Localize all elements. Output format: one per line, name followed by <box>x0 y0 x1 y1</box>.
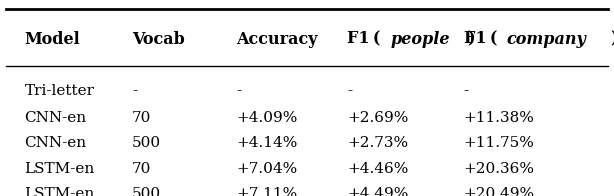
Text: +7.04%: +7.04% <box>236 162 298 176</box>
Text: company: company <box>507 31 586 48</box>
Text: ): ) <box>467 31 475 48</box>
Text: -: - <box>464 84 468 98</box>
Text: CNN-en: CNN-en <box>25 136 87 150</box>
Text: +11.38%: +11.38% <box>464 111 534 125</box>
Text: +4.46%: +4.46% <box>347 162 408 176</box>
Text: +20.36%: +20.36% <box>464 162 535 176</box>
Text: +4.14%: +4.14% <box>236 136 298 150</box>
Text: ): ) <box>610 31 614 48</box>
Text: +2.69%: +2.69% <box>347 111 408 125</box>
Text: +4.09%: +4.09% <box>236 111 298 125</box>
Text: Model: Model <box>25 31 80 48</box>
Text: -: - <box>236 84 241 98</box>
Text: +4.49%: +4.49% <box>347 187 408 196</box>
Text: LSTM-en: LSTM-en <box>25 187 95 196</box>
Text: +11.75%: +11.75% <box>464 136 534 150</box>
Text: Vocab: Vocab <box>132 31 185 48</box>
Text: CNN-en: CNN-en <box>25 111 87 125</box>
Text: F1 (: F1 ( <box>464 31 497 48</box>
Text: 70: 70 <box>132 162 152 176</box>
Text: people: people <box>390 31 449 48</box>
Text: 500: 500 <box>132 136 161 150</box>
Text: F1 (: F1 ( <box>347 31 381 48</box>
Text: Tri-letter: Tri-letter <box>25 84 95 98</box>
Text: +20.49%: +20.49% <box>464 187 535 196</box>
Text: 500: 500 <box>132 187 161 196</box>
Text: -: - <box>132 84 137 98</box>
Text: 70: 70 <box>132 111 152 125</box>
Text: Accuracy: Accuracy <box>236 31 318 48</box>
Text: +7.11%: +7.11% <box>236 187 298 196</box>
Text: -: - <box>347 84 352 98</box>
Text: LSTM-en: LSTM-en <box>25 162 95 176</box>
Text: +2.73%: +2.73% <box>347 136 408 150</box>
